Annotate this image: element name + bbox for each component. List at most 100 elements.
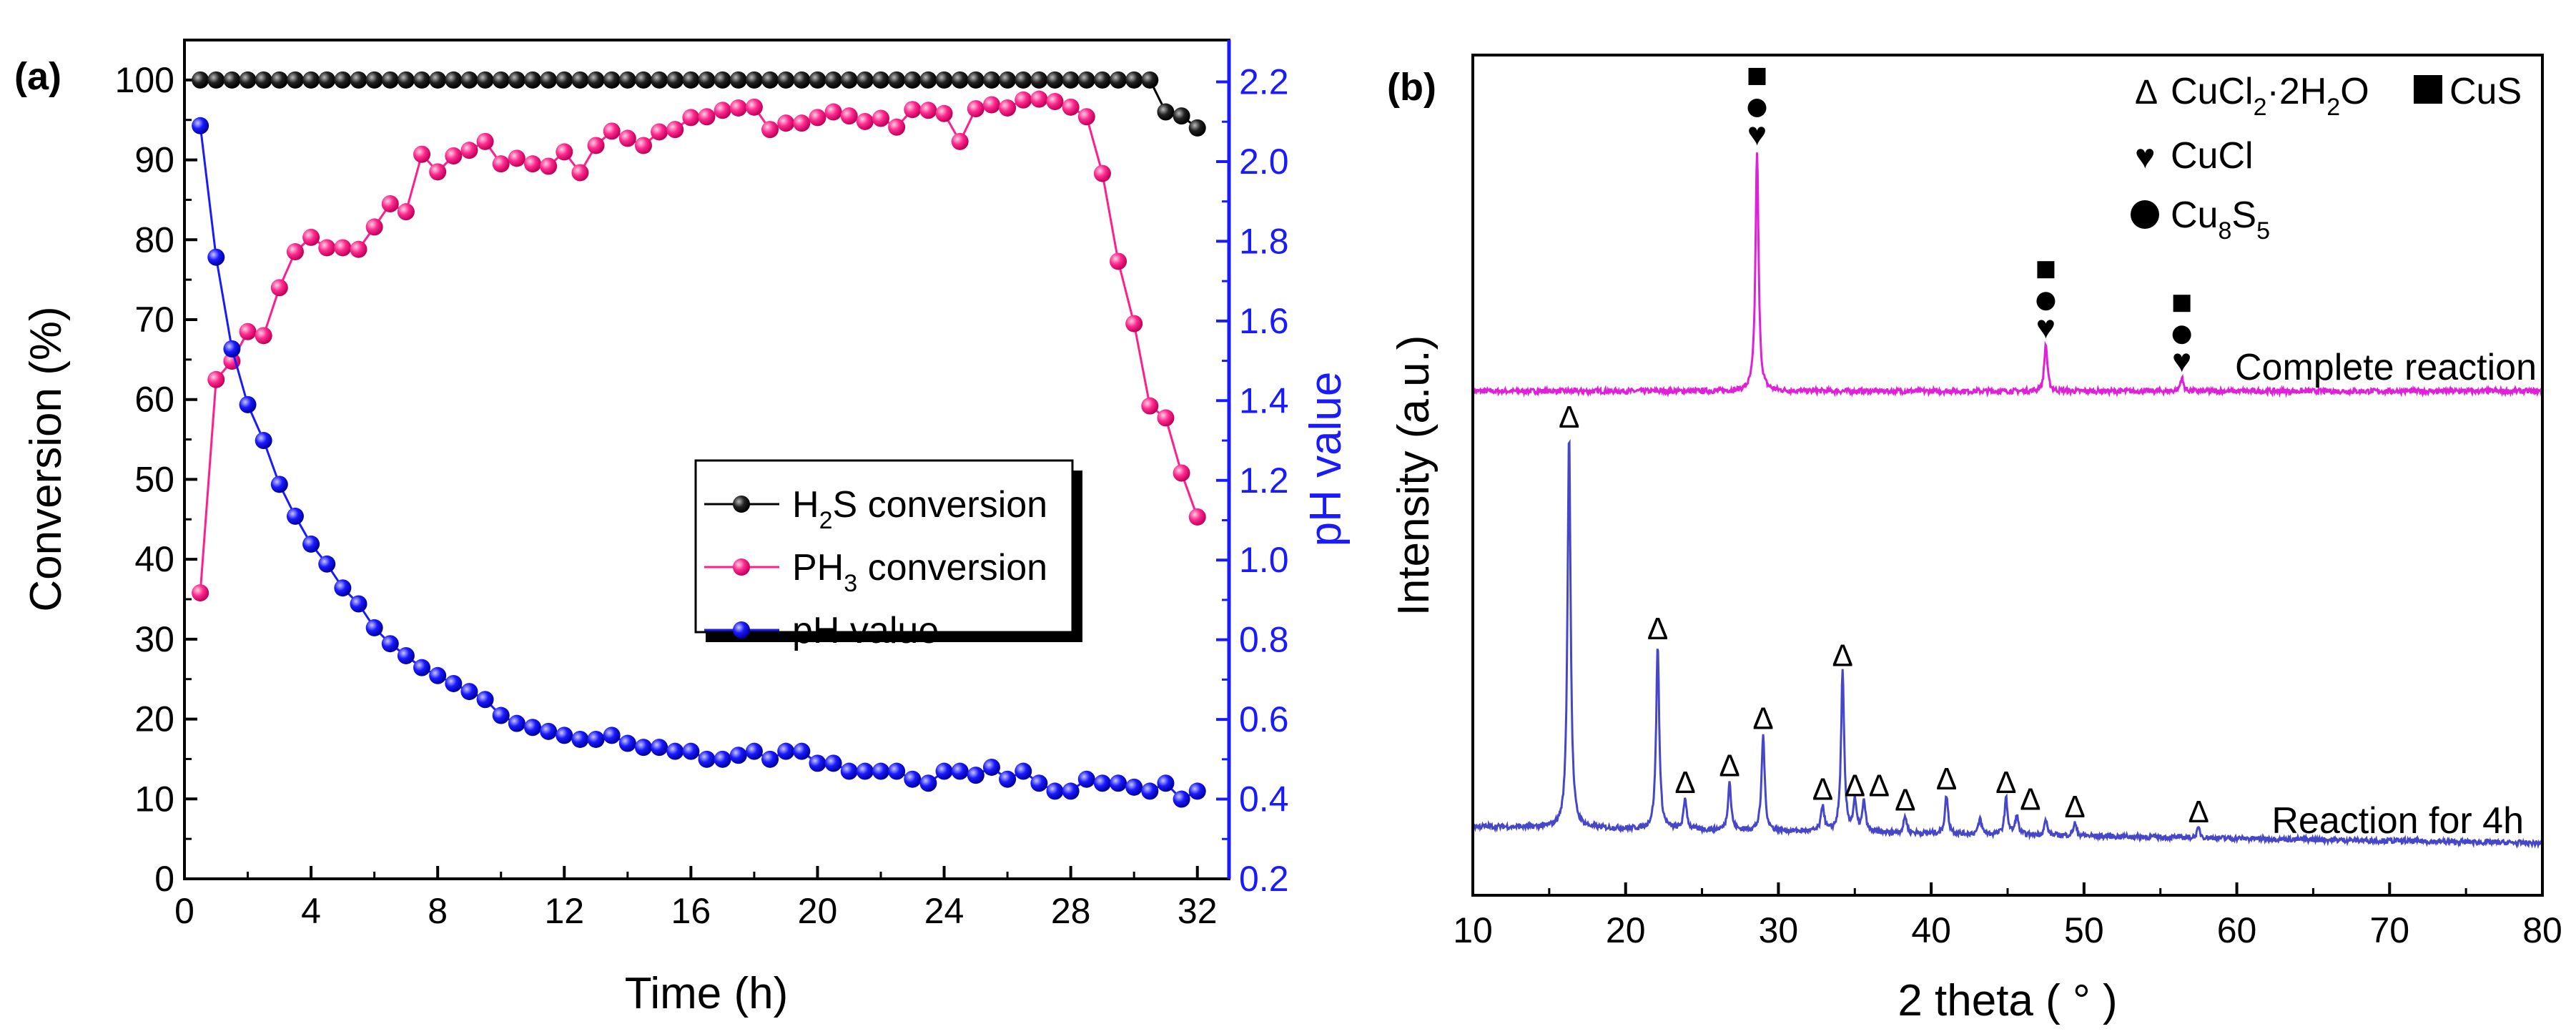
data-point: [872, 762, 889, 780]
legend-label-text: H: [792, 484, 819, 526]
data-point: [270, 71, 288, 89]
y-tick-label: 0: [154, 859, 174, 899]
data-point: [429, 163, 447, 181]
data-point: [397, 646, 415, 664]
y2-tick-label: 1.0: [1239, 540, 1289, 580]
data-point: [192, 117, 209, 134]
data-point: [698, 71, 716, 89]
data-point: [1157, 774, 1175, 792]
x-tick-label: 40: [1911, 910, 1951, 950]
data-point: [1173, 790, 1190, 808]
data-point: [413, 145, 431, 163]
legend-symbol-circle: [2131, 200, 2159, 229]
data-point: [951, 132, 969, 150]
phase-marker-cucl: ♥: [2036, 308, 2056, 345]
data-point: [729, 99, 747, 117]
legend-label: pH value: [792, 610, 939, 651]
legend-label-text: PH: [792, 547, 844, 589]
data-point: [682, 109, 700, 127]
y2-tick-label: 2.0: [1239, 142, 1289, 182]
legend-label: CuCl2·2H2O: [2171, 71, 2369, 121]
data-point: [223, 71, 241, 89]
y-tick-label: 80: [134, 220, 174, 260]
data-point: [1062, 98, 1080, 116]
data-point: [445, 674, 463, 692]
data-point: [1030, 71, 1048, 89]
data-point: [682, 71, 700, 89]
data-point: [318, 555, 336, 573]
data-point: [270, 279, 288, 297]
data-point: [1015, 91, 1032, 109]
data-point: [1110, 252, 1127, 270]
legend-label: PH3 conversion: [792, 547, 1047, 597]
series-h2s-conversion: [192, 71, 1206, 137]
data-point: [618, 734, 636, 752]
x-axis-title: Time (h): [625, 969, 788, 1018]
phase-marker-cus: [2173, 295, 2191, 312]
data-point: [350, 595, 367, 613]
data-point: [634, 71, 652, 89]
data-point: [207, 370, 225, 388]
legend-box: [694, 459, 1074, 634]
legend-symbol-square: [2414, 75, 2442, 104]
x-tick-label: 0: [174, 891, 194, 931]
legend-symbol-triangle: Δ: [2135, 74, 2158, 112]
data-point: [1157, 103, 1175, 121]
data-point: [255, 432, 272, 450]
phase-marker-cu8s5: [2172, 325, 2191, 345]
data-point: [1141, 782, 1159, 800]
data-point: [350, 71, 367, 89]
phase-marker-cus: [2037, 261, 2055, 279]
plot-frame: [1471, 54, 2544, 897]
data-point: [777, 71, 795, 89]
data-point: [714, 102, 731, 119]
phase-marker-cucl2-2h2o: Δ: [1869, 769, 1890, 804]
data-point: [556, 71, 573, 89]
x-tick-label: 20: [1606, 910, 1646, 950]
data-point: [714, 750, 731, 768]
data-point: [1188, 119, 1206, 137]
y2-tick-label: 0.6: [1239, 699, 1289, 739]
phase-marker-cus: [1748, 67, 1766, 85]
data-point: [318, 239, 336, 257]
data-point: [1141, 397, 1159, 415]
data-point: [1077, 108, 1095, 126]
xrd-chart: 2 theta ( ° ) Intensity (a.u.) 10 20 30 40 5…: [1387, 54, 2562, 1025]
data-point: [856, 112, 874, 130]
panel-label-b: (b): [1387, 66, 1436, 109]
data-point: [492, 71, 510, 89]
data-point: [761, 121, 779, 139]
legend: H2S conversion PH3 conversion pH value: [694, 459, 1082, 651]
data-point: [729, 747, 747, 764]
data-point: [587, 730, 605, 748]
data-point: [824, 71, 842, 89]
legend-label-subscript: 3: [844, 570, 857, 597]
data-point: [492, 155, 510, 173]
data-point: [1015, 71, 1032, 89]
y2-tick-label: 1.4: [1239, 380, 1289, 420]
legend-marker: [733, 496, 750, 513]
phase-marker-cucl2-2h2o: Δ: [1845, 769, 1865, 804]
legend-label-text: conversion: [857, 547, 1047, 589]
data-point: [745, 742, 763, 760]
data-point: [872, 109, 889, 127]
legend-label-subscript: 5: [2256, 217, 2270, 245]
data-point: [904, 101, 922, 119]
y-tick-label: 70: [134, 300, 174, 340]
x-tick-label: 4: [301, 891, 321, 931]
data-point: [745, 98, 763, 116]
data-point: [556, 143, 573, 161]
phase-marker-cu8s5: [2036, 292, 2056, 311]
y-tick-label: 30: [134, 619, 174, 659]
data-point: [809, 109, 826, 127]
data-point: [1125, 71, 1143, 89]
data-point: [1188, 782, 1206, 800]
phase-marker-cucl2-2h2o: Δ: [1995, 765, 2016, 800]
data-point: [999, 71, 1017, 89]
data-point: [745, 71, 763, 89]
legend-label: CuS: [2449, 71, 2522, 112]
y-tick-label: 10: [134, 779, 174, 819]
x-tick-label: 30: [1759, 910, 1799, 950]
panel-label-a: (a): [14, 55, 61, 98]
